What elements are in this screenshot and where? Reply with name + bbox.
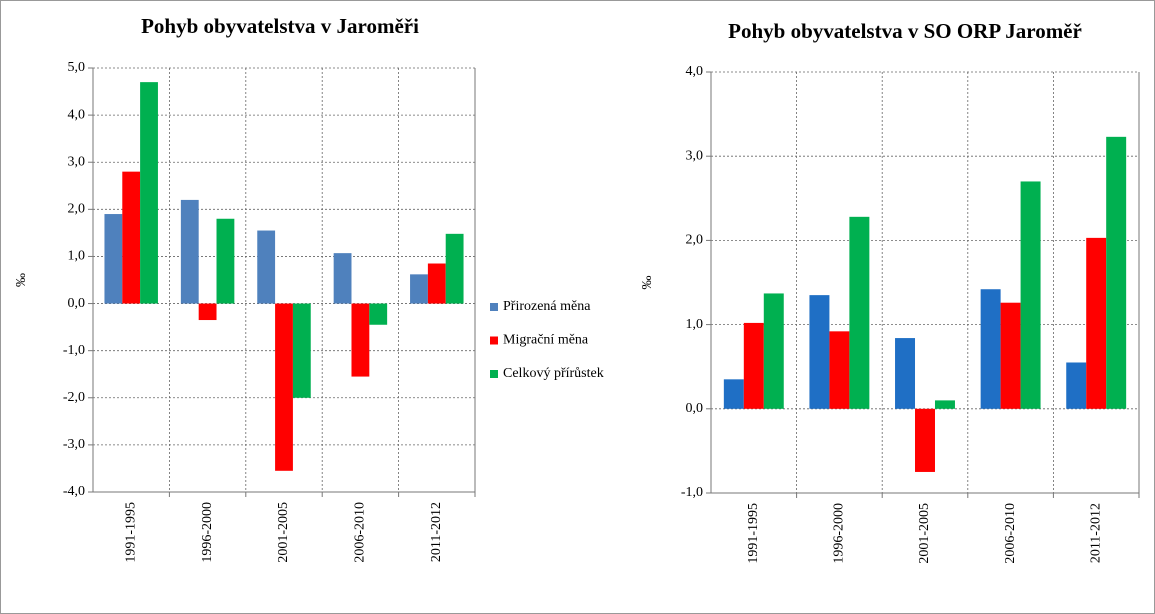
bar [743,322,764,409]
x-tick-label: 2001-2005 [917,503,932,564]
x-tick-label: 1991-1995 [746,503,761,564]
y-tick-label: 2,0 [686,233,704,248]
y-tick-label: -3,0 [63,437,85,452]
bar [445,233,464,304]
y-tick-label: 1,0 [68,249,86,264]
bar [104,214,123,304]
x-tick-label: 2006-2010 [353,502,368,563]
bar [723,379,744,409]
bar [1020,181,1041,409]
x-tick-label: 2011-2012 [429,502,444,562]
chart-title: Pohyb obyvatelstva v Jaroměři [141,14,419,38]
bar [257,230,276,304]
y-tick-label: 2,0 [68,202,86,217]
bar [122,171,141,304]
bar [1066,362,1087,409]
bar [809,295,830,409]
y-tick-label: -1,0 [681,485,703,500]
legend-swatch [490,336,498,345]
bar [140,82,158,304]
legend-swatch [490,370,498,378]
bar [427,263,446,304]
bar [180,199,199,304]
y-tick-label: 4,0 [686,64,704,79]
bar [333,253,352,304]
y-axis-label: ‰ [640,276,655,290]
bar [1086,237,1107,409]
legend-label: Migrační měna [503,333,589,348]
bar [198,303,217,321]
legend-label: Celkový přírůstek [503,366,604,381]
bar [895,338,916,409]
x-tick-label: 2006-2010 [1003,503,1018,564]
x-tick-label: 2001-2005 [276,502,291,563]
x-tick-label: 1991-1995 [123,502,138,563]
bar [763,293,784,409]
bar [980,289,1001,409]
y-tick-label: 5,0 [68,60,86,75]
bar [829,331,850,409]
legend-label: Přirozená měna [503,299,591,314]
y-tick-label: -2,0 [63,390,85,405]
x-tick-label: 1996-2000 [200,502,215,563]
bar [292,303,311,398]
bar [369,303,388,325]
bar [915,408,935,472]
bar [216,218,235,304]
y-tick-label: 0,0 [686,401,704,416]
y-tick-label: -1,0 [63,343,85,358]
x-tick-label: 1996-2000 [832,503,847,564]
bar [934,400,955,409]
y-tick-label: -4,0 [63,484,85,499]
y-tick-label: 1,0 [686,317,704,332]
bar [1000,302,1021,409]
bar [410,274,428,304]
chart-title: Pohyb obyvatelstva v SO ORP Jaroměř [728,19,1082,43]
y-tick-label: 4,0 [68,107,86,122]
y-axis-label: ‰ [14,273,29,287]
y-tick-label: 3,0 [68,154,86,169]
x-tick-label: 2011-2012 [1088,503,1103,563]
bar [351,303,370,377]
y-tick-label: 0,0 [68,296,86,311]
bar [849,216,870,409]
y-tick-label: 3,0 [686,148,704,163]
bar [275,303,293,471]
bar [1106,136,1127,409]
legend-swatch [490,303,498,311]
